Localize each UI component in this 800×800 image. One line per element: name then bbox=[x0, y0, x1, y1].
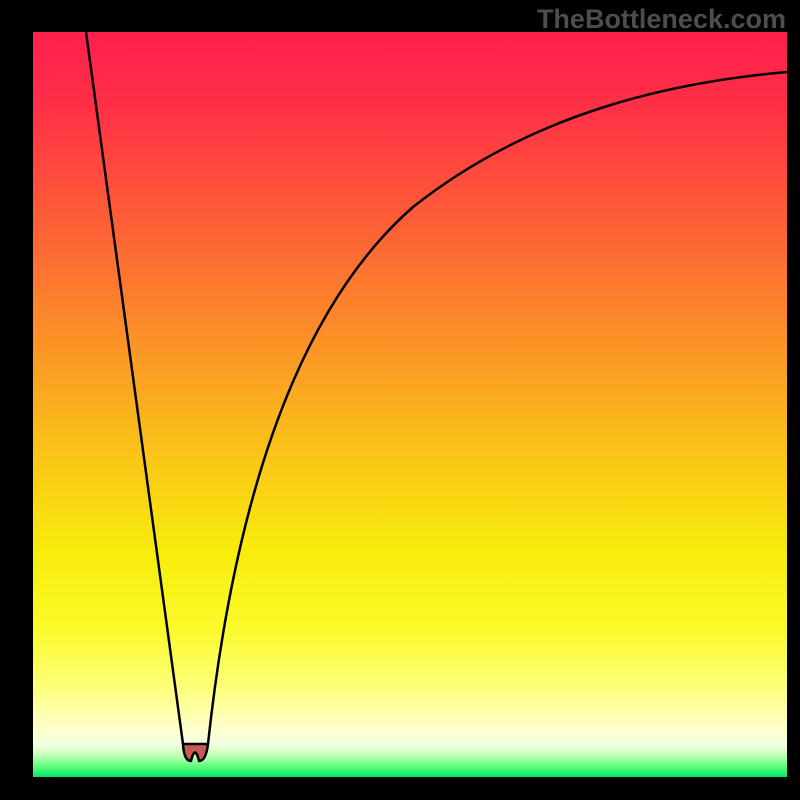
chart-background bbox=[33, 32, 787, 777]
watermark-text: TheBottleneck.com bbox=[537, 4, 786, 35]
chart-frame bbox=[33, 32, 787, 777]
bottleneck-chart bbox=[33, 32, 787, 777]
